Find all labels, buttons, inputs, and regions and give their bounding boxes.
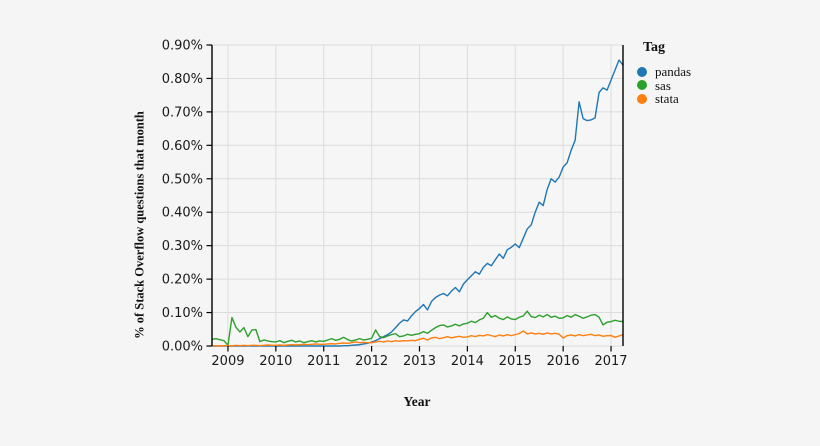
x-tick-label: 2015 bbox=[499, 354, 532, 369]
y-tick-label: 0.90% bbox=[162, 39, 203, 54]
x-tick-label: 2013 bbox=[403, 354, 436, 369]
x-tick-label: 2017 bbox=[594, 354, 627, 369]
y-tick-label: 0.70% bbox=[162, 105, 203, 120]
y-tick-label: 0.80% bbox=[162, 72, 203, 87]
legend-item-stata: stata bbox=[633, 92, 783, 106]
y-tick-label: 0.40% bbox=[162, 206, 203, 221]
y-axis-title: % of Stack Overflow questions that month bbox=[132, 111, 147, 339]
x-tick-label: 2011 bbox=[307, 354, 340, 369]
legend-title: Tag bbox=[643, 40, 666, 55]
legend-swatch-stata bbox=[637, 93, 647, 104]
y-tick-label: 0.10% bbox=[162, 306, 203, 321]
x-axis-title: Year bbox=[403, 394, 431, 409]
x-tick-label: 2009 bbox=[211, 354, 244, 369]
x-tick-label: 2010 bbox=[259, 354, 292, 369]
x-tick-label: 2012 bbox=[355, 354, 388, 369]
legend-item-pandas: pandas bbox=[633, 65, 783, 79]
legend-items: pandas sas stata bbox=[633, 65, 783, 106]
plot-area bbox=[212, 45, 623, 346]
y-tick-label: 0.00% bbox=[162, 340, 203, 355]
series-line-stata bbox=[211, 330, 624, 347]
y-tick-label: 0.60% bbox=[162, 139, 203, 154]
series-line-sas bbox=[211, 310, 624, 347]
legend-item-sas: sas bbox=[633, 77, 783, 93]
legend-swatch-pandas bbox=[637, 66, 647, 77]
legend-label: sas bbox=[655, 77, 671, 93]
legend-label: stata bbox=[655, 91, 679, 106]
y-tick-label: 0.50% bbox=[162, 172, 203, 187]
series-line-pandas bbox=[211, 59, 624, 347]
x-tick-label: 2016 bbox=[547, 354, 580, 369]
y-tick-label: 0.30% bbox=[162, 239, 203, 254]
legend-swatch-sas bbox=[637, 80, 647, 91]
legend: Tag pandas sas stata bbox=[633, 40, 783, 106]
legend-label: pandas bbox=[655, 64, 692, 79]
y-tick-label: 0.20% bbox=[162, 273, 203, 288]
x-tick-label: 2014 bbox=[451, 354, 484, 369]
